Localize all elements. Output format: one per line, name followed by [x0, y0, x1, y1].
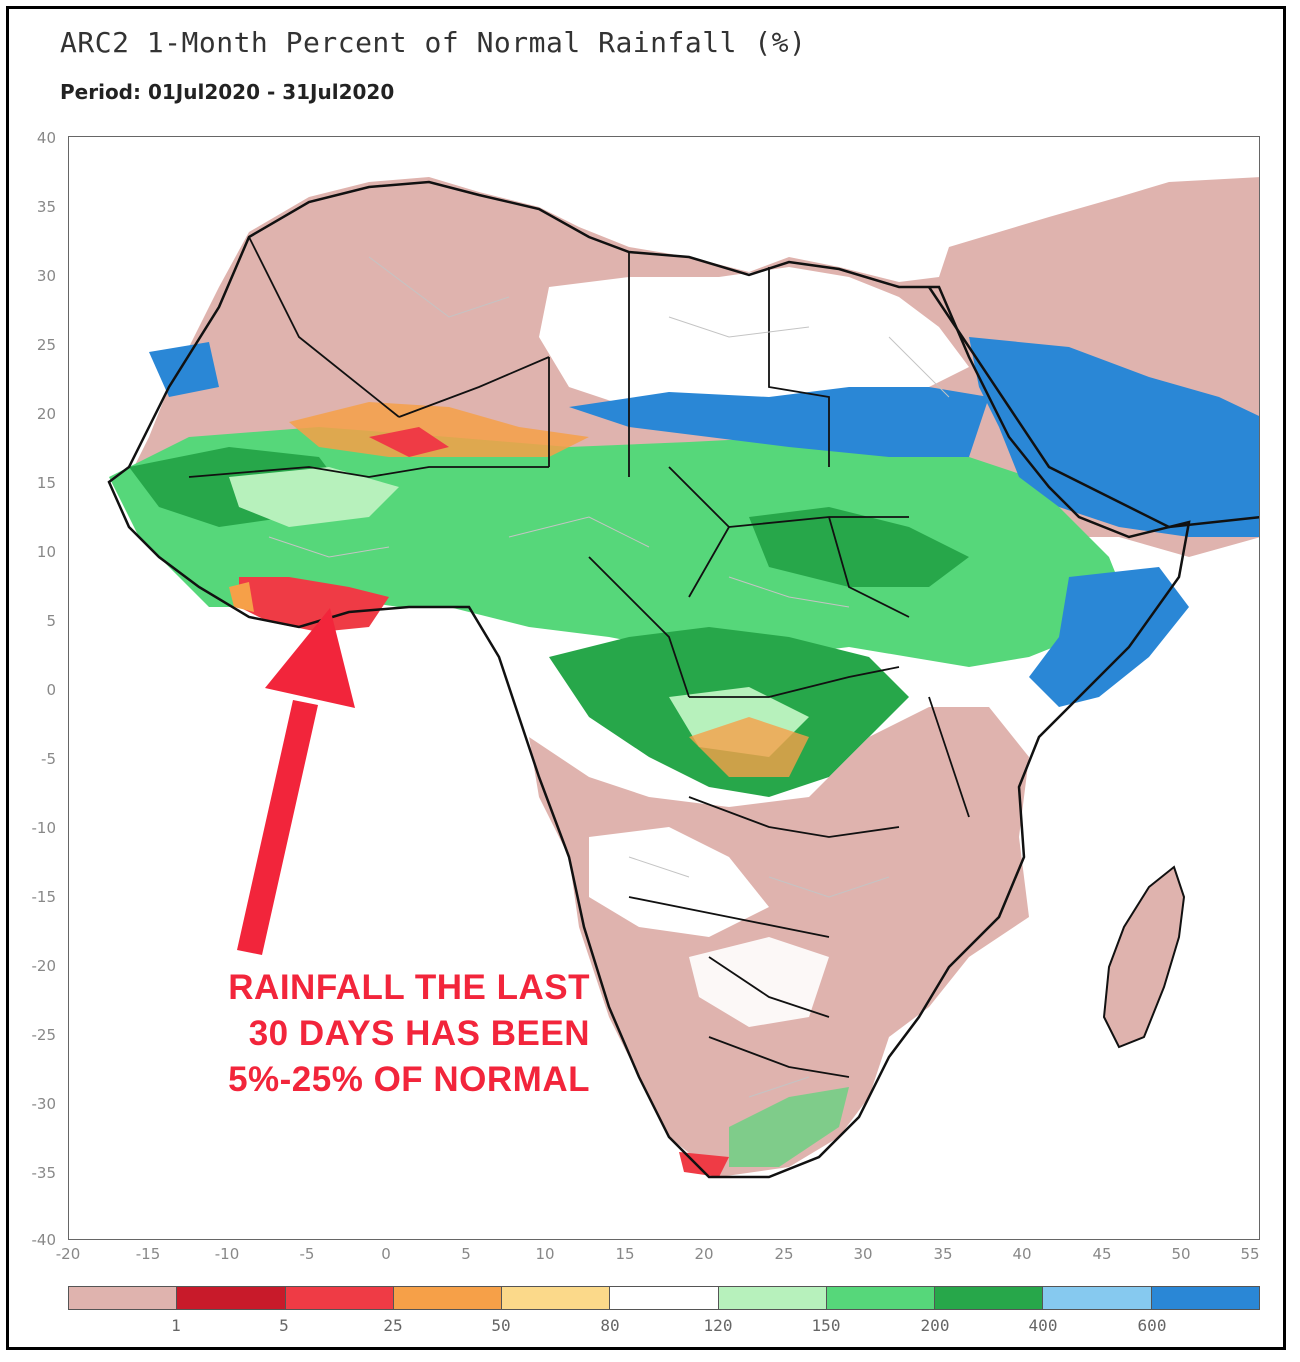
legend-swatch — [826, 1287, 936, 1309]
map-svg — [107, 177, 1259, 1179]
y-tick: -40 — [31, 1231, 57, 1249]
angola-white-zone — [589, 827, 769, 937]
y-tick: 30 — [36, 267, 56, 285]
drought-annotation: RAINFALL THE LAST 30 DAYS HAS BEEN 5%-25… — [150, 965, 590, 1103]
x-tick: 5 — [461, 1245, 471, 1263]
africa-coastline — [107, 180, 1191, 1179]
legend-swatch — [1151, 1287, 1259, 1309]
madagascar — [1102, 865, 1186, 1049]
legend-label: 25 — [383, 1316, 403, 1335]
legend-label: 50 — [491, 1316, 511, 1335]
sahara-white-zone — [539, 267, 969, 417]
legend-swatch — [610, 1287, 719, 1309]
x-tick: 45 — [1092, 1245, 1112, 1263]
legend-label: 80 — [600, 1316, 620, 1335]
y-tick: -15 — [31, 888, 57, 906]
gulf-of-guinea-dry-coast — [239, 577, 389, 632]
color-legend — [68, 1286, 1260, 1310]
annotation-line: RAINFALL THE LAST — [228, 968, 590, 1007]
y-tick: 15 — [36, 474, 56, 492]
y-tick: -25 — [31, 1026, 57, 1044]
y-tick: 5 — [46, 612, 56, 630]
arabia-extreme-band — [969, 337, 1259, 537]
arrow-shaft — [237, 700, 318, 955]
legend-label: 200 — [920, 1316, 950, 1335]
south-coast-wet — [729, 1087, 849, 1167]
legend-swatch — [393, 1287, 503, 1309]
x-tick: 30 — [853, 1245, 873, 1263]
map-title: ARC2 1-Month Percent of Normal Rainfall … — [60, 26, 807, 59]
legend-label: 150 — [811, 1316, 841, 1335]
x-tick: -5 — [299, 1245, 315, 1263]
y-tick: -35 — [31, 1164, 57, 1182]
arrow-head — [265, 608, 355, 708]
annotation-line: 30 DAYS HAS BEEN — [248, 1014, 590, 1053]
x-tick: -15 — [135, 1245, 161, 1263]
legend-swatch — [285, 1287, 394, 1309]
sudan-extreme-band — [569, 387, 989, 457]
legend-swatch — [502, 1287, 611, 1309]
x-tick: 35 — [933, 1245, 953, 1263]
x-tick: 25 — [774, 1245, 794, 1263]
x-tick: 0 — [381, 1245, 391, 1263]
africa-rainfall-map — [68, 136, 1260, 1240]
x-tick: 10 — [535, 1245, 555, 1263]
congo-dry-arc — [689, 717, 809, 777]
y-tick: 10 — [36, 543, 56, 561]
sahel-dry-belt — [289, 402, 589, 457]
x-tick: -20 — [55, 1245, 81, 1263]
sahel-very-dry-spot — [369, 427, 449, 457]
map-period: Period: 01Jul2020 - 31Jul2020 — [60, 80, 395, 104]
mauritania-extreme-band — [149, 342, 219, 397]
x-tick: 40 — [1012, 1245, 1032, 1263]
legend-swatch — [69, 1287, 178, 1309]
y-tick: -30 — [31, 1095, 57, 1113]
y-tick: 35 — [36, 198, 56, 216]
sudan-very-wet — [749, 507, 969, 587]
admin-borders — [268, 256, 950, 1098]
x-tick: 20 — [694, 1245, 714, 1263]
country-borders — [188, 236, 970, 1078]
legend-label: 5 — [279, 1316, 289, 1335]
arabia-coastline — [927, 286, 1259, 529]
x-tick: 55 — [1240, 1245, 1260, 1263]
legend-swatch — [935, 1287, 1044, 1309]
legend-label: 400 — [1028, 1316, 1058, 1335]
y-tick: -20 — [31, 957, 57, 975]
y-tick: 25 — [36, 336, 56, 354]
legend-label: 600 — [1137, 1316, 1167, 1335]
x-tick: 15 — [615, 1245, 635, 1263]
x-tick: 50 — [1171, 1245, 1191, 1263]
legend-label: 120 — [703, 1316, 733, 1335]
legend-swatch — [1043, 1287, 1152, 1309]
annotation-line: 5%-25% OF NORMAL — [228, 1060, 590, 1099]
somalia-extreme-band — [1029, 567, 1189, 707]
y-tick: -5 — [41, 750, 56, 768]
y-tick: -10 — [31, 819, 57, 837]
y-tick: 0 — [46, 681, 56, 699]
sahel-light-patch — [229, 467, 399, 527]
legend-swatch — [718, 1287, 827, 1309]
y-tick: 20 — [36, 405, 56, 423]
y-tick: 40 — [36, 129, 56, 147]
x-tick: -10 — [214, 1245, 240, 1263]
gulf-of-guinea-orange — [229, 582, 254, 612]
legend-label: 1 — [171, 1316, 181, 1335]
legend-swatch — [177, 1287, 286, 1309]
